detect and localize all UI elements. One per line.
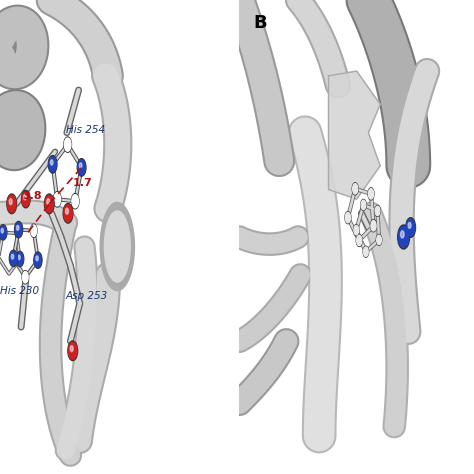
Circle shape (371, 220, 376, 231)
Circle shape (406, 219, 415, 236)
Text: His 230: His 230 (0, 286, 39, 296)
Circle shape (78, 160, 85, 175)
Text: Asp 253: Asp 253 (66, 291, 108, 301)
Circle shape (54, 191, 61, 207)
Circle shape (72, 195, 79, 208)
Circle shape (377, 235, 382, 245)
Circle shape (77, 159, 86, 176)
Circle shape (72, 193, 79, 209)
Circle shape (353, 183, 358, 194)
Circle shape (34, 252, 42, 268)
Circle shape (356, 235, 362, 246)
Circle shape (363, 246, 369, 257)
Circle shape (24, 194, 26, 200)
Circle shape (30, 224, 37, 237)
Circle shape (23, 272, 28, 283)
Text: 3.8: 3.8 (22, 191, 42, 201)
Circle shape (64, 205, 72, 222)
Circle shape (345, 211, 351, 224)
Circle shape (15, 221, 23, 238)
Circle shape (8, 195, 16, 212)
Circle shape (21, 191, 30, 208)
Text: B: B (254, 14, 267, 32)
Polygon shape (100, 202, 135, 291)
Circle shape (18, 255, 20, 260)
Circle shape (11, 254, 14, 259)
Circle shape (35, 253, 41, 267)
Circle shape (22, 271, 28, 284)
Text: 1.7: 1.7 (73, 178, 92, 188)
Circle shape (31, 225, 36, 237)
Circle shape (50, 160, 53, 165)
Circle shape (352, 183, 358, 195)
Circle shape (368, 189, 374, 199)
Circle shape (364, 247, 368, 256)
Circle shape (65, 208, 68, 214)
Circle shape (346, 212, 350, 223)
Circle shape (69, 342, 77, 359)
Circle shape (9, 199, 12, 205)
Circle shape (354, 225, 359, 236)
Circle shape (63, 203, 73, 223)
Circle shape (45, 194, 54, 214)
Circle shape (48, 155, 57, 173)
Circle shape (7, 194, 17, 214)
Circle shape (406, 218, 416, 237)
Circle shape (64, 138, 71, 151)
Circle shape (0, 226, 6, 239)
Polygon shape (104, 211, 130, 282)
Circle shape (376, 235, 382, 246)
Circle shape (68, 341, 78, 361)
Circle shape (375, 206, 380, 217)
Circle shape (22, 191, 29, 207)
Circle shape (10, 251, 17, 265)
Circle shape (361, 200, 366, 210)
Circle shape (15, 222, 22, 237)
Circle shape (401, 231, 404, 238)
Circle shape (70, 346, 73, 352)
Circle shape (408, 222, 411, 228)
Circle shape (49, 157, 56, 172)
Circle shape (54, 193, 61, 206)
Circle shape (79, 163, 82, 168)
Circle shape (17, 252, 23, 265)
Text: His 254: His 254 (66, 125, 105, 135)
Circle shape (361, 200, 366, 210)
Circle shape (1, 228, 3, 233)
Circle shape (16, 251, 24, 267)
Circle shape (45, 195, 54, 212)
Circle shape (375, 206, 380, 216)
Circle shape (47, 199, 50, 205)
Circle shape (371, 220, 376, 232)
Polygon shape (328, 71, 380, 199)
Circle shape (398, 225, 410, 249)
Circle shape (0, 225, 7, 240)
Circle shape (354, 225, 359, 235)
Circle shape (399, 227, 409, 247)
Circle shape (64, 137, 72, 152)
Circle shape (9, 250, 18, 266)
Circle shape (356, 235, 362, 246)
Circle shape (36, 256, 38, 261)
Circle shape (17, 225, 19, 230)
Circle shape (368, 188, 374, 200)
